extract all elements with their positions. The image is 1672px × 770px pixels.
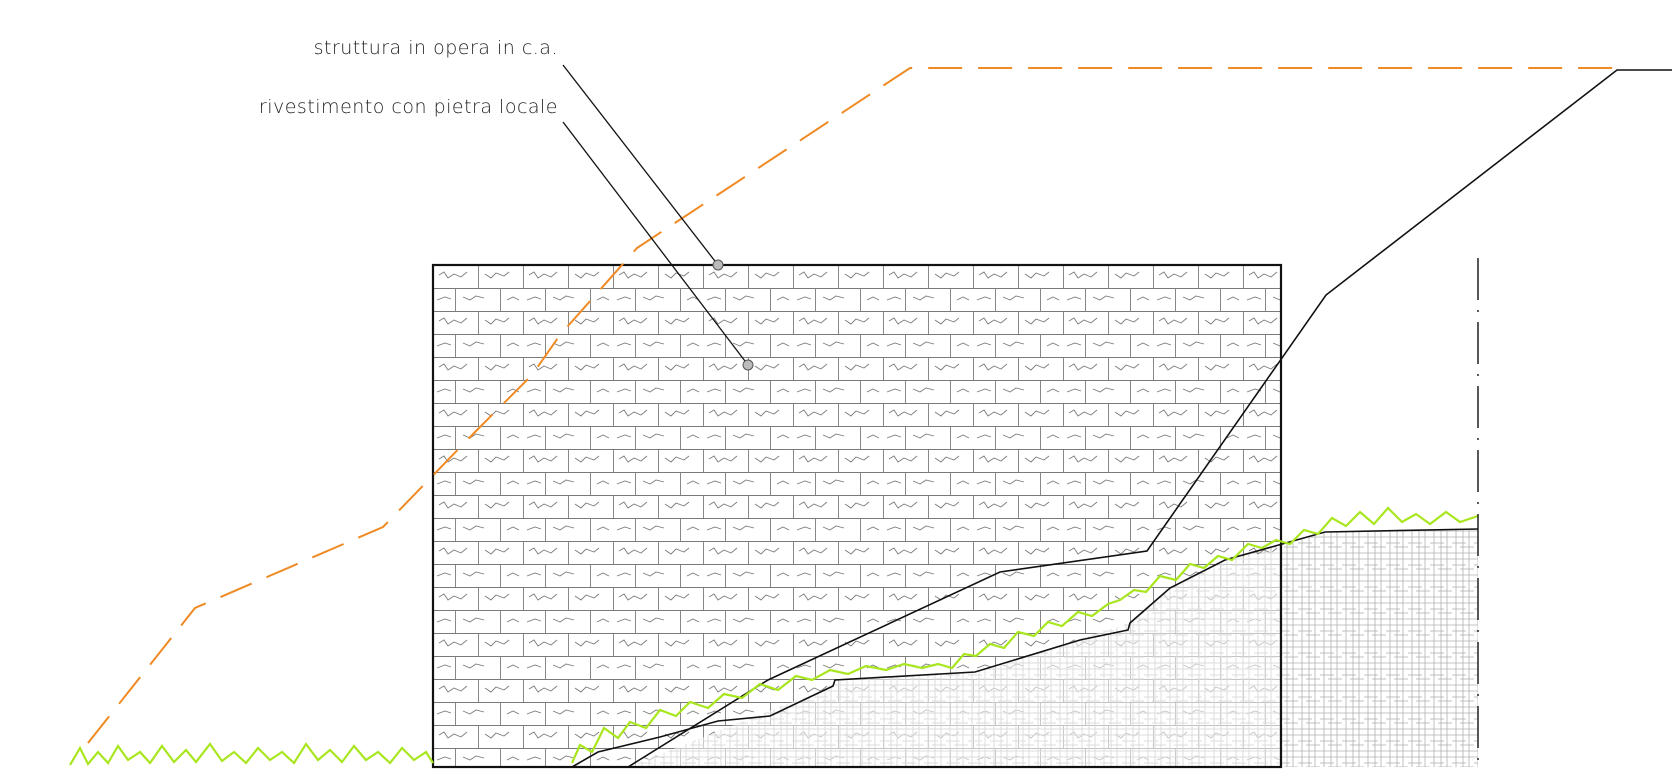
label-cladding: rivestimento con pietra locale <box>259 96 558 118</box>
leader-line-cladding <box>562 121 749 366</box>
terrain-profile-upper <box>627 69 1672 768</box>
grass-line-left <box>69 742 434 766</box>
leader-line-structure <box>562 64 719 266</box>
terrain-profile-lower <box>571 528 1479 768</box>
label-structure: struttura in opera in c.a. <box>314 37 558 59</box>
leader-dot-cladding <box>742 359 754 371</box>
design-profile-dashed <box>87 67 1618 744</box>
grass-line-slope <box>570 506 1479 764</box>
wall-outline <box>431 263 1283 769</box>
leader-dot-structure <box>712 259 724 271</box>
terrain-fill-wall-overlap-white <box>628 550 1281 767</box>
